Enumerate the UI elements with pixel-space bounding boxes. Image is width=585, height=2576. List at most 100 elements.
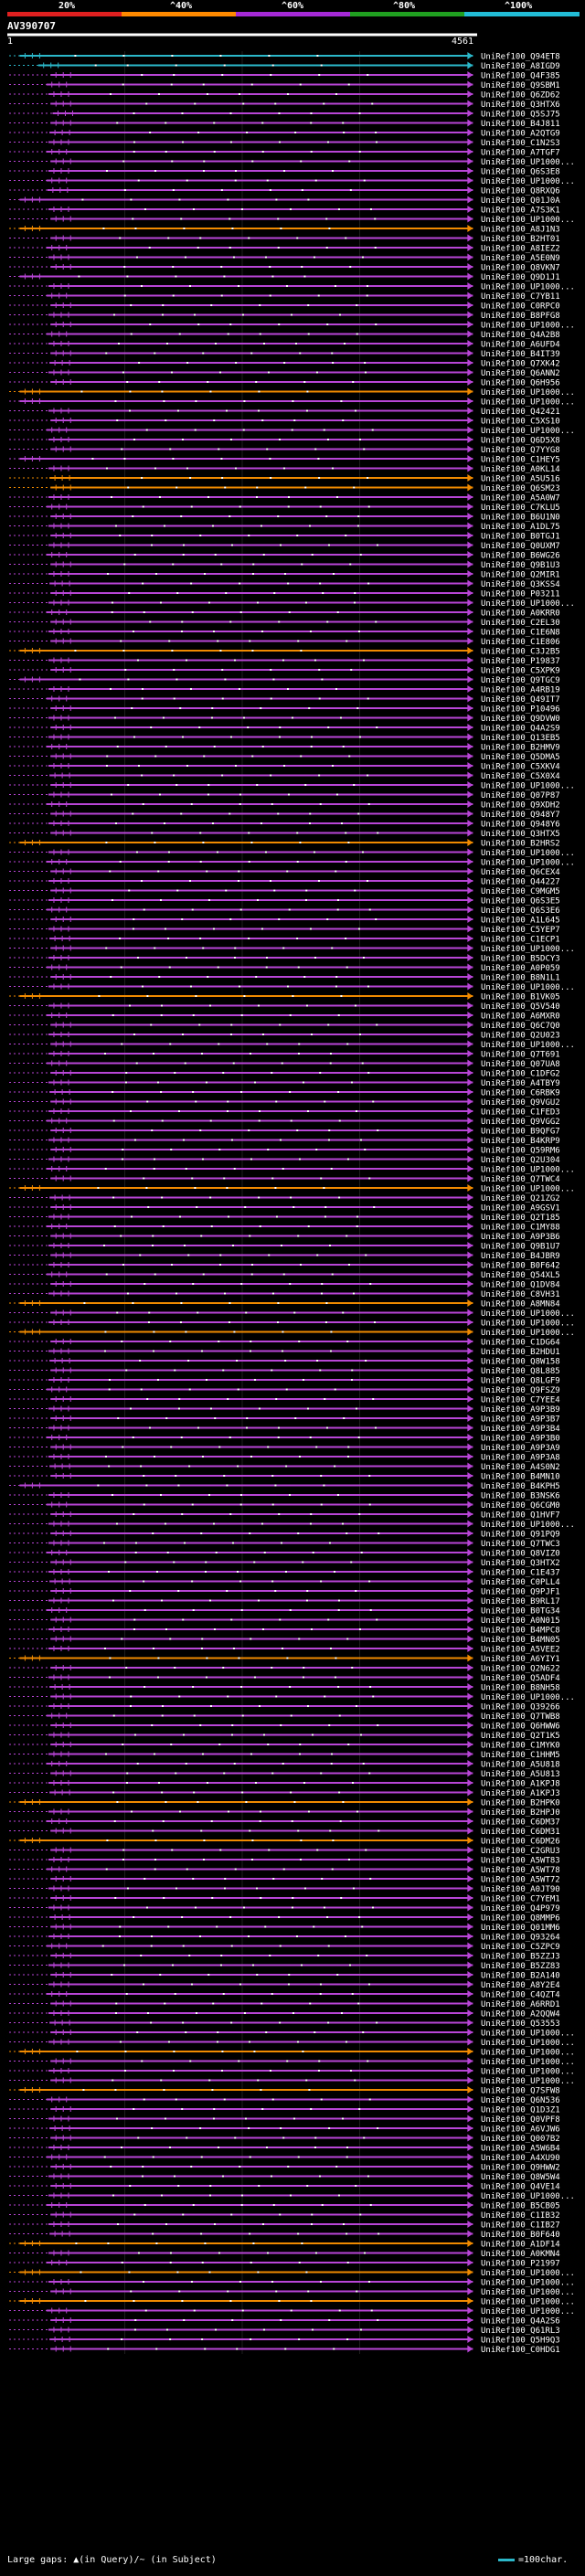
hit-end-arrow [467, 417, 473, 424]
hit-end-arrow [467, 436, 473, 443]
hit-row: UniRef100_B2HRS2 [9, 839, 560, 849]
hit-mismatch-dot [319, 582, 322, 585]
hit-mismatch-dot [270, 697, 272, 700]
hit-mismatch-dot [286, 870, 289, 873]
hit-mismatch-dot [129, 2185, 132, 2187]
hit-mismatch-dot [126, 381, 129, 383]
hit-row: UniRef100_UP1000... [9, 2278, 575, 2288]
hit-mismatch-dot [277, 812, 280, 815]
hit-label: UniRef100_B5DCY3 [481, 955, 560, 964]
hit-mismatch-dot [189, 985, 192, 988]
hit-row: UniRef100_A4S0N2 [9, 1462, 560, 1472]
hit-row: UniRef100_Q13EB5 [9, 733, 560, 743]
hit-mismatch-dot [146, 1100, 149, 1103]
hit-mismatch-dot [267, 1446, 270, 1448]
hit-row: UniRef100_A9P3B6 [9, 1232, 560, 1242]
hit-end-arrow [467, 743, 473, 750]
hit-mismatch-dot [150, 544, 153, 546]
hit-end-arrow [467, 579, 473, 588]
hit-mismatch-dot [336, 1494, 339, 1496]
hit-label: UniRef100_Q9B1U3 [481, 561, 560, 570]
hit-mismatch-dot [161, 313, 164, 316]
hit-end-arrow [467, 1961, 473, 1969]
hit-mismatch-dot [218, 1446, 221, 1448]
hit-end-arrow [467, 1347, 473, 1355]
hit-mismatch-dot [334, 285, 336, 287]
hit-mismatch-dot [212, 928, 215, 930]
hit-mismatch-dot [181, 918, 184, 920]
hit-label: UniRef100_C1IB27 [481, 2221, 560, 2231]
hit-mismatch-dot [208, 2079, 211, 2082]
hit-mismatch-dot [116, 2223, 119, 2225]
hit-mismatch-dot [282, 2136, 285, 2139]
hit-mismatch-dot [310, 1513, 313, 1515]
hit-end-arrow [467, 1606, 473, 1614]
hit-mismatch-dot [195, 995, 197, 997]
hit-row: UniRef100_Q9SBM1 [9, 80, 560, 90]
hit-label: UniRef100_A5WT72 [481, 1876, 560, 1885]
hit-mismatch-dot [376, 726, 378, 728]
hit-mismatch-dot [156, 1676, 159, 1679]
hit-mismatch-dot [167, 851, 170, 853]
hit-mismatch-dot [302, 1379, 304, 1381]
hit-mismatch-dot [123, 189, 126, 191]
hit-mismatch-dot [207, 1974, 210, 1976]
hit-mismatch-dot [206, 1782, 208, 1784]
hit-mismatch-dot [165, 1801, 167, 1803]
hit-mismatch-dot [201, 2338, 204, 2340]
hit-row: UniRef100_C5ZPC9 [9, 1942, 560, 1952]
hit-mismatch-dot [211, 822, 214, 824]
hit-mismatch-dot [107, 2242, 110, 2244]
hit-label: UniRef100_C7YEM1 [481, 1895, 560, 1904]
hit-mismatch-dot [122, 83, 124, 86]
hit-mismatch-dot [282, 1330, 284, 1333]
hit-mismatch-dot [144, 208, 146, 210]
hit-mismatch-dot [192, 2204, 195, 2206]
hit-mismatch-dot [288, 1974, 291, 1976]
hit-row: UniRef100_A6UFD4 [9, 340, 560, 350]
hit-mismatch-dot [133, 554, 136, 556]
hit-mismatch-dot [200, 2156, 203, 2158]
hit-mismatch-dot [281, 1350, 283, 1352]
hit-mismatch-dot [328, 1542, 331, 1544]
hit-end-arrow [467, 378, 473, 386]
hit-mismatch-dot [250, 1158, 252, 1161]
hit-mismatch-dot [176, 409, 179, 412]
hit-mismatch-dot [182, 1139, 185, 1141]
hit-mismatch-dot [143, 1177, 145, 1180]
hit-mismatch-dot [237, 1465, 239, 1468]
hit-mismatch-dot [364, 371, 367, 374]
hit-mismatch-dot [354, 1004, 356, 1007]
hit-end-arrow [467, 2125, 473, 2132]
hit-mismatch-dot [259, 333, 261, 335]
hit-end-arrow [467, 2095, 473, 2104]
hit-mismatch-dot [358, 439, 361, 440]
hit-mismatch-dot [152, 1053, 154, 1055]
hit-mismatch-dot [103, 1648, 106, 1649]
hit-mismatch-dot [374, 1426, 377, 1429]
hit-mismatch-dot [181, 112, 184, 114]
hit-mismatch-dot [204, 1571, 207, 1573]
hit-end-arrow [467, 2153, 473, 2161]
hit-mismatch-dot [221, 2051, 224, 2052]
hit-end-arrow [467, 541, 473, 549]
hit-mismatch-dot [261, 1628, 264, 1630]
hit-mismatch-dot [354, 2079, 356, 2082]
hit-mismatch-dot [185, 1763, 187, 1765]
hit-mismatch-dot [326, 1916, 329, 1918]
hit-mismatch-dot [198, 1935, 201, 1937]
hit-row: UniRef100_C1E437 [9, 1568, 560, 1578]
hit-mismatch-dot [159, 1494, 162, 1496]
hit-row: UniRef100_Q4VE14 [9, 2182, 560, 2192]
hit-mismatch-dot [358, 1513, 361, 1515]
hit-row: UniRef100_A1DF14 [9, 2240, 560, 2250]
hit-mismatch-dot [227, 1100, 229, 1103]
hit-mismatch-dot [374, 217, 377, 220]
hit-mismatch-dot [279, 2021, 282, 2024]
hit-mismatch-dot [194, 102, 197, 105]
hit-mismatch-dot [145, 1906, 148, 1909]
hit-end-arrow [467, 513, 473, 520]
hit-mismatch-dot [115, 1522, 118, 1525]
hit-row: UniRef100_UP1000... [9, 781, 575, 791]
hit-mismatch-dot [349, 266, 352, 268]
